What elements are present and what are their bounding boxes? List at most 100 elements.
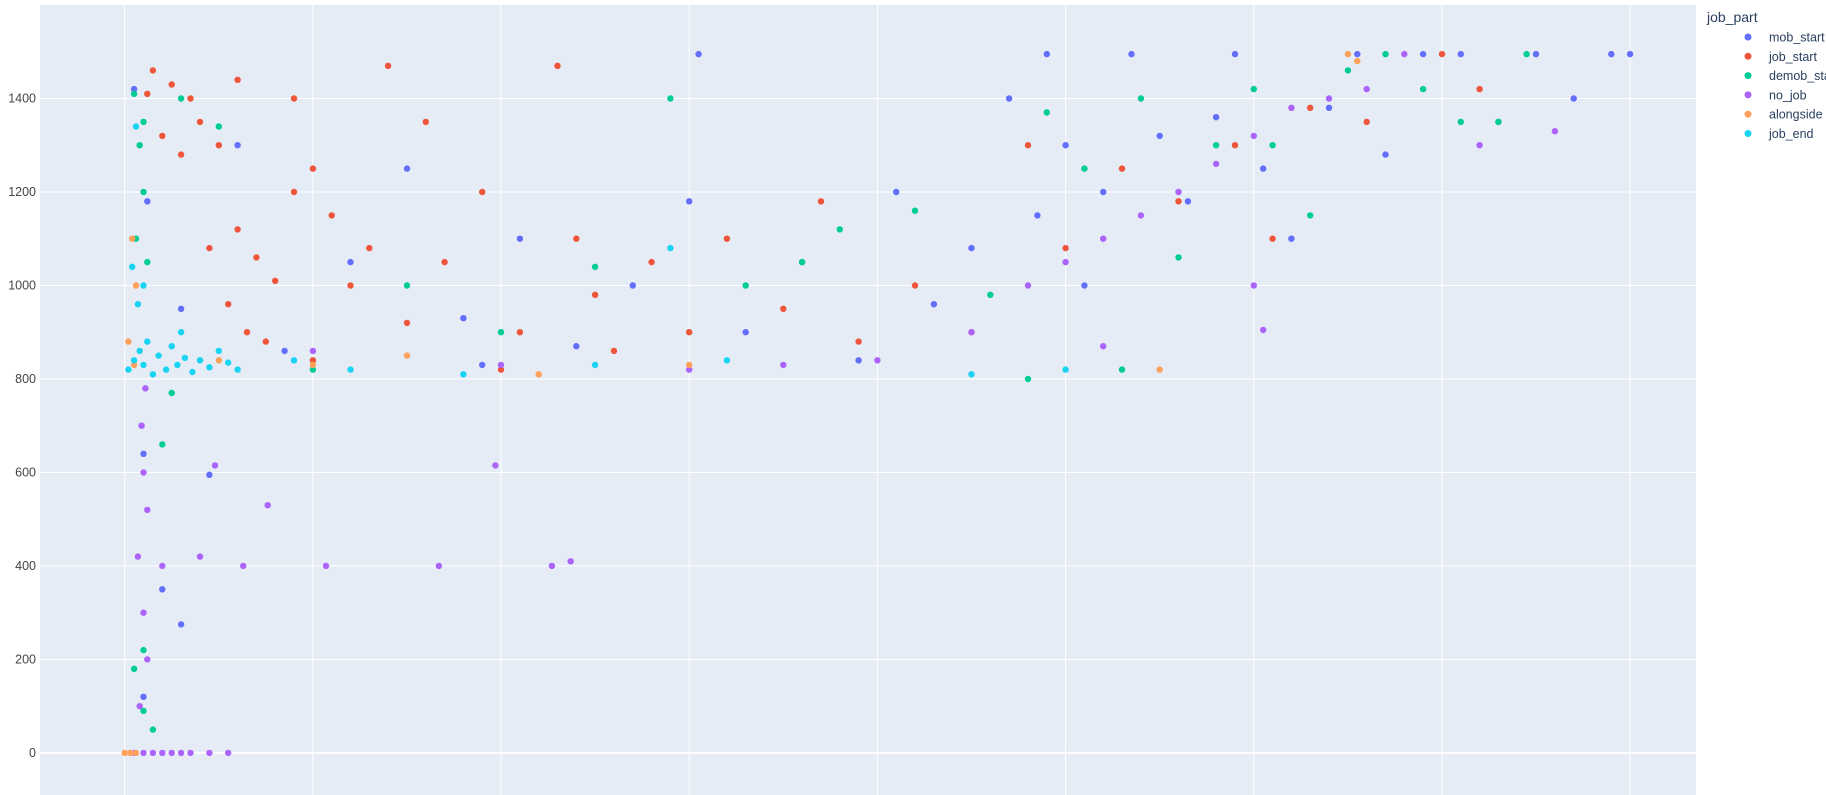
- data-point-job-start[interactable]: [516, 329, 524, 336]
- data-point-job-end[interactable]: [667, 244, 674, 252]
- data-point-mob-start[interactable]: [177, 305, 185, 312]
- data-point-job-start[interactable]: [309, 357, 317, 364]
- data-point-no-job[interactable]: [142, 385, 149, 392]
- data-point-mob-start[interactable]: [930, 301, 938, 308]
- data-point-mob-start[interactable]: [1626, 50, 1634, 58]
- data-point-demob-start[interactable]: [987, 291, 994, 298]
- data-point-job-start[interactable]: [817, 198, 825, 205]
- data-point-job-start[interactable]: [723, 235, 731, 242]
- data-point-no-job[interactable]: [1476, 142, 1483, 149]
- data-point-mob-start[interactable]: [742, 329, 749, 336]
- data-point-job-start[interactable]: [272, 277, 279, 284]
- data-point-job-start[interactable]: [1269, 235, 1276, 242]
- data-point-mob-start[interactable]: [347, 258, 354, 266]
- data-point-job-end[interactable]: [130, 357, 138, 364]
- data-point-no-job[interactable]: [140, 609, 147, 616]
- data-point-job-start[interactable]: [1175, 198, 1182, 205]
- data-point-mob-start[interactable]: [695, 50, 702, 58]
- data-point-job-start[interactable]: [215, 142, 222, 149]
- data-point-demob-start[interactable]: [1307, 212, 1314, 219]
- data-point-mob-start[interactable]: [1184, 198, 1192, 205]
- data-point-demob-start[interactable]: [1137, 95, 1145, 102]
- data-point-no-job[interactable]: [159, 562, 166, 570]
- data-point-job-start[interactable]: [149, 67, 157, 74]
- data-point-no-job[interactable]: [968, 329, 975, 336]
- data-point-job-start[interactable]: [168, 81, 175, 88]
- data-point-demob-start[interactable]: [497, 329, 505, 336]
- data-point-job-start[interactable]: [234, 76, 241, 84]
- data-point-demob-start[interactable]: [798, 258, 806, 266]
- data-point-no-job[interactable]: [567, 558, 574, 565]
- legend[interactable]: job_part mob_start job_start demob_startno…: [1706, 9, 1826, 141]
- data-point-no-job[interactable]: [309, 347, 317, 355]
- data-point-no-job[interactable]: [1401, 50, 1408, 58]
- data-point-mob-start[interactable]: [686, 198, 693, 205]
- legend-item-demob-start[interactable]: demob_start: [1744, 69, 1826, 83]
- data-point-no-job[interactable]: [1363, 85, 1370, 93]
- data-point-job-start[interactable]: [309, 165, 317, 172]
- data-point-mob-start[interactable]: [1325, 104, 1333, 112]
- data-point-alongside[interactable]: [132, 749, 140, 757]
- data-point-job-start[interactable]: [290, 188, 298, 196]
- data-point-demob-start[interactable]: [1250, 85, 1258, 93]
- data-point-job-start[interactable]: [911, 282, 919, 289]
- data-point-no-job[interactable]: [1260, 326, 1267, 334]
- data-point-no-job[interactable]: [206, 749, 213, 757]
- data-point-job-start[interactable]: [366, 244, 373, 252]
- data-point-mob-start[interactable]: [516, 235, 524, 242]
- data-point-alongside[interactable]: [130, 361, 138, 369]
- data-point-demob-start[interactable]: [1344, 67, 1352, 74]
- legend-item-job-start[interactable]: job_start: [1744, 50, 1818, 64]
- data-point-job-end[interactable]: [723, 357, 731, 364]
- data-point-demob-start[interactable]: [1419, 85, 1427, 93]
- data-point-job-start[interactable]: [648, 258, 655, 266]
- data-point-job-end[interactable]: [215, 347, 222, 355]
- data-point-mob-start[interactable]: [1532, 50, 1540, 58]
- data-point-demob-start[interactable]: [159, 441, 166, 448]
- data-point-mob-start[interactable]: [234, 142, 241, 149]
- data-point-no-job[interactable]: [1551, 128, 1559, 135]
- data-point-job-start[interactable]: [177, 151, 185, 158]
- data-point-mob-start[interactable]: [206, 471, 213, 478]
- data-point-no-job[interactable]: [1175, 188, 1182, 196]
- data-point-job-end[interactable]: [149, 371, 157, 378]
- data-point-demob-start[interactable]: [309, 366, 317, 373]
- data-point-mob-start[interactable]: [1062, 142, 1069, 149]
- data-point-demob-start[interactable]: [1495, 118, 1502, 126]
- data-point-no-job[interactable]: [138, 422, 145, 429]
- data-point-job-start[interactable]: [206, 244, 213, 252]
- data-point-demob-start[interactable]: [177, 95, 185, 102]
- data-point-mob-start[interactable]: [1354, 50, 1361, 58]
- data-point-demob-start[interactable]: [140, 188, 147, 196]
- data-point-alongside[interactable]: [1156, 366, 1163, 373]
- data-point-mob-start[interactable]: [177, 621, 185, 628]
- data-point-job-end[interactable]: [225, 359, 232, 366]
- data-point-job-start[interactable]: [159, 132, 166, 140]
- data-point-job-end[interactable]: [144, 338, 151, 345]
- data-point-job-start[interactable]: [1438, 50, 1446, 58]
- data-point-mob-start[interactable]: [1231, 50, 1239, 58]
- data-point-no-job[interactable]: [136, 703, 143, 710]
- data-point-alongside[interactable]: [125, 338, 132, 345]
- data-point-job-start[interactable]: [573, 235, 580, 242]
- data-point-mob-start[interactable]: [1212, 114, 1220, 121]
- data-point-job-end[interactable]: [1062, 366, 1069, 373]
- data-point-alongside[interactable]: [127, 749, 134, 757]
- data-point-demob-start[interactable]: [1175, 254, 1182, 261]
- data-point-job-start[interactable]: [243, 329, 251, 336]
- data-point-no-job[interactable]: [1250, 282, 1258, 289]
- data-point-no-job[interactable]: [780, 361, 787, 369]
- data-point-demob-start[interactable]: [130, 665, 138, 672]
- data-point-alongside[interactable]: [129, 235, 136, 242]
- data-point-job-start[interactable]: [1476, 85, 1483, 93]
- data-point-mob-start[interactable]: [1156, 132, 1163, 140]
- legend-item-job-end[interactable]: job_end: [1744, 127, 1814, 141]
- data-point-demob-start[interactable]: [1043, 109, 1051, 116]
- data-point-no-job[interactable]: [1288, 104, 1295, 112]
- data-point-no-job[interactable]: [497, 361, 505, 369]
- data-point-no-job[interactable]: [686, 366, 693, 373]
- data-point-no-job[interactable]: [144, 506, 151, 514]
- data-point-job-start[interactable]: [591, 291, 599, 298]
- data-point-mob-start[interactable]: [629, 282, 636, 289]
- data-point-no-job[interactable]: [240, 562, 247, 570]
